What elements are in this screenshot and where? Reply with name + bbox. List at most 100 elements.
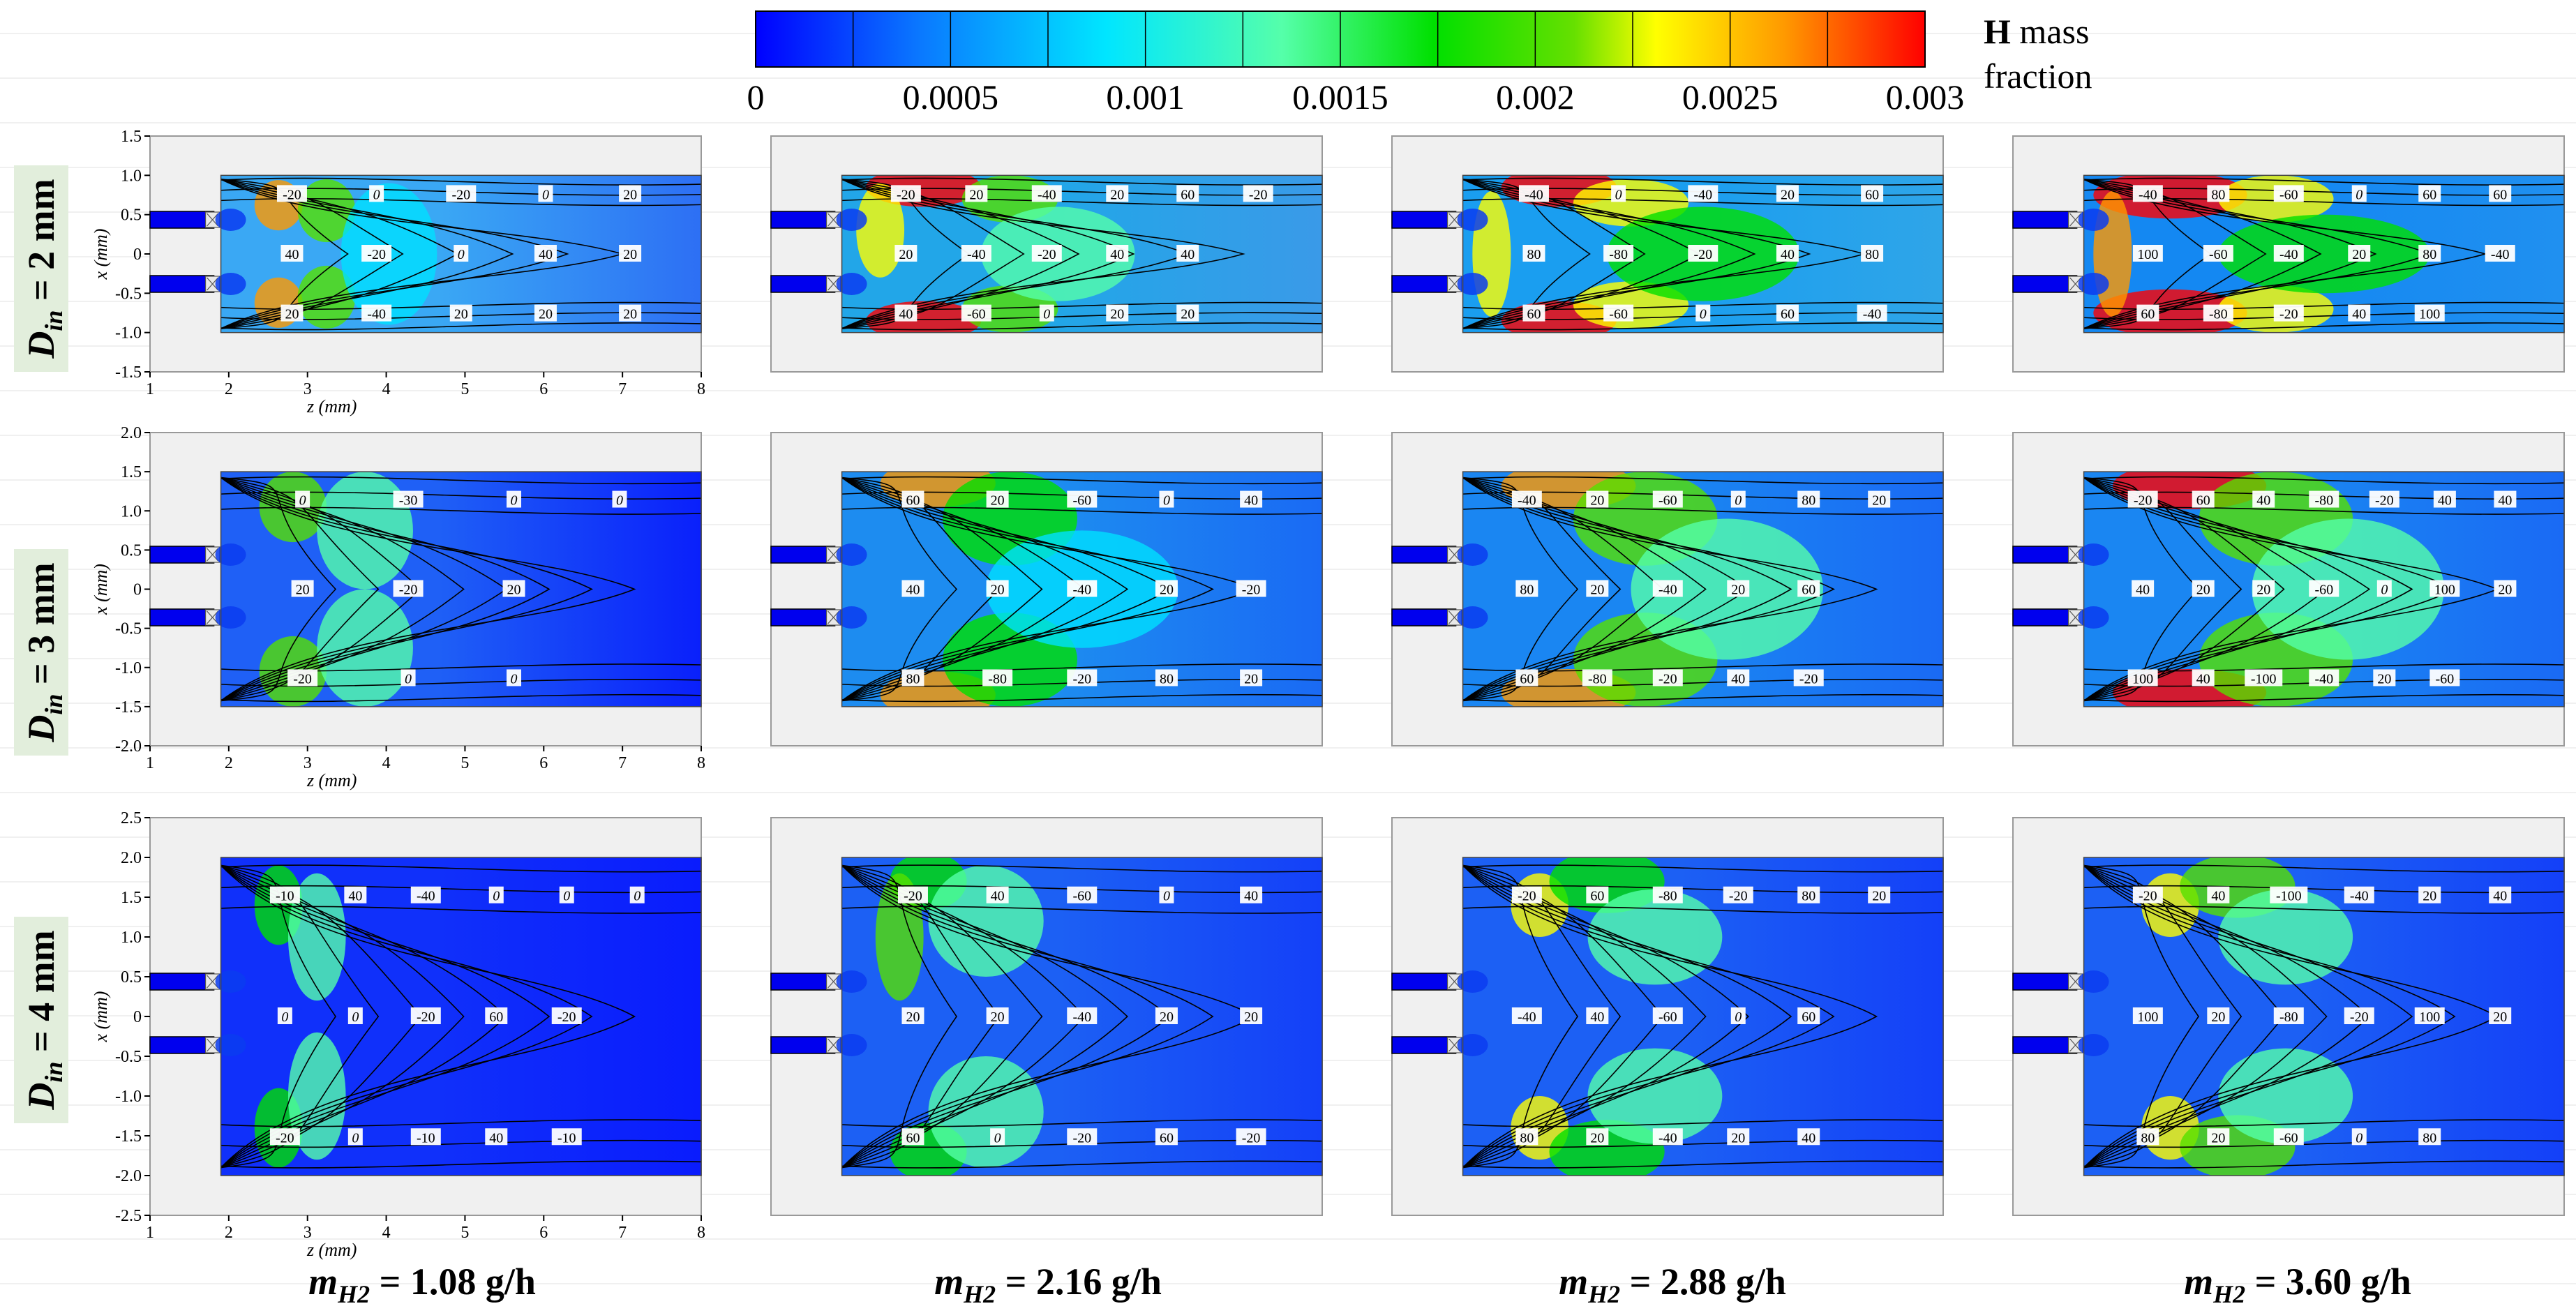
y-tick-label: -0.5	[115, 620, 142, 638]
contour-label-bg	[1586, 1128, 1609, 1146]
contour-label-bg	[534, 304, 557, 322]
contour-label-bg	[485, 1128, 508, 1146]
y-tick-label: -0.5	[115, 285, 142, 303]
x-tick-label: 3	[304, 754, 312, 772]
contour-label: -40	[1072, 583, 1091, 598]
column-label-subscript: H2	[337, 1280, 370, 1308]
contour-line	[2083, 477, 2413, 702]
inlet-jet	[149, 546, 215, 564]
contour-label: -60	[2279, 187, 2298, 202]
contour-line	[2083, 864, 2565, 873]
contour-label: 0	[1615, 187, 1622, 202]
contour-label-bg	[1603, 245, 1634, 262]
contour-label-bg	[551, 1128, 582, 1146]
inlet-jet	[2012, 973, 2078, 991]
contour-label: 20	[1590, 583, 1604, 598]
contour-label-bg	[393, 490, 424, 508]
contour-label-bg	[1695, 304, 1711, 322]
contour-label-bg	[400, 669, 416, 686]
contour-label: 60	[906, 493, 920, 509]
contour-label-bg	[1611, 185, 1626, 202]
contour-label: -40	[1863, 307, 1882, 322]
contour-label-bg	[901, 490, 924, 508]
contour-label-bg	[1522, 304, 1545, 322]
inlet-cell-cross	[1448, 213, 1461, 227]
contour-label: 40	[2136, 583, 2150, 598]
heatmap-hotspot	[928, 865, 1044, 977]
y-tick-label: -2.5	[115, 1207, 142, 1225]
contour-label: -60	[1072, 493, 1091, 509]
column-label-symbol: m	[2184, 1261, 2213, 1303]
contour-label: -80	[988, 671, 1007, 686]
contour-label: 40	[1802, 1130, 1815, 1146]
contour-line	[1462, 322, 1944, 331]
contour-label-bg	[2270, 886, 2308, 903]
contour-label-bg	[901, 1007, 924, 1024]
inlet-cell-cross	[207, 1038, 219, 1052]
x-tick-label: 8	[697, 754, 705, 772]
inlet-jet	[149, 211, 215, 229]
contour-label-bg	[1243, 185, 1273, 202]
inlet-jet	[770, 211, 836, 229]
contour-line	[841, 477, 1214, 702]
contour-label-bg	[1797, 580, 1820, 597]
contour-label-bg	[1240, 669, 1263, 686]
contour-label-bg	[1159, 886, 1174, 903]
colorbar-tick-label: 0.003	[1886, 77, 1965, 117]
contour-label-bg	[507, 669, 522, 686]
contour-label: 20	[1110, 307, 1124, 322]
column-label-subscript: H2	[1587, 1280, 1620, 1308]
contour-label: 20	[2256, 583, 2270, 598]
colorbar-tick-label: 0.0015	[1292, 77, 1388, 117]
contour-label-bg	[551, 1007, 582, 1024]
contour-label-bg	[2344, 886, 2374, 903]
y-tick-label: -1.5	[115, 698, 142, 716]
contour-line	[1462, 864, 1835, 1169]
contour-label: -20	[2375, 493, 2394, 509]
y-tick-label: 0.5	[121, 968, 142, 986]
contour-label-bg	[1176, 304, 1199, 322]
contour-label-bg	[344, 886, 367, 903]
contour-label: 0	[373, 187, 380, 202]
contour-label: 60	[1520, 671, 1534, 686]
contour-label: 20	[1160, 1010, 1174, 1025]
contour-label-bg	[1688, 185, 1718, 202]
contour-line	[1462, 906, 1944, 914]
column-label: mH2 = 2.16 g/h	[934, 1261, 1162, 1308]
x-axis-title: z (mm)	[306, 1240, 357, 1260]
contour-label: 20	[454, 307, 468, 322]
contour-label: 60	[2141, 307, 2155, 322]
inlet-jet	[2012, 608, 2078, 627]
contour-label-bg	[1515, 580, 1538, 597]
contour-label-bg	[1155, 580, 1178, 597]
contour-line	[1462, 477, 1707, 702]
inlet-cell-cross	[828, 975, 840, 989]
contour-label: -20	[1242, 583, 1261, 598]
contour-label: 80	[1527, 247, 1541, 262]
contour-label-bg	[1522, 245, 1545, 262]
contour-label-bg	[1652, 580, 1683, 597]
inlet-cell-cross	[828, 610, 840, 624]
inlet-jet	[1391, 275, 1457, 293]
contour-label: 0	[563, 889, 570, 904]
y-tick-label: 1.0	[121, 502, 142, 520]
contour-line	[220, 477, 337, 702]
contour-line	[220, 477, 551, 702]
y-tick-label: 2.5	[121, 809, 142, 827]
contour-label: -20	[1729, 889, 1748, 904]
column-label-symbol: m	[1559, 1261, 1588, 1303]
contour-label: 20	[899, 247, 913, 262]
contour-label: 20	[1872, 493, 1886, 509]
contour-label-bg	[901, 1128, 924, 1146]
contour-label-bg	[1776, 304, 1799, 322]
contour-label: 40	[2498, 493, 2512, 509]
contour-label-bg	[1586, 1007, 1609, 1024]
contour-line	[2083, 1119, 2565, 1127]
contour-label-bg	[269, 886, 300, 903]
contour-label: 80	[2423, 1130, 2436, 1146]
contour-label-bg	[1797, 1007, 1820, 1024]
inlet-cold-core	[2078, 273, 2109, 295]
row-label-subscript: in	[40, 1062, 68, 1083]
contour-label-bg	[2252, 490, 2275, 508]
contour-label: 40	[285, 247, 299, 262]
